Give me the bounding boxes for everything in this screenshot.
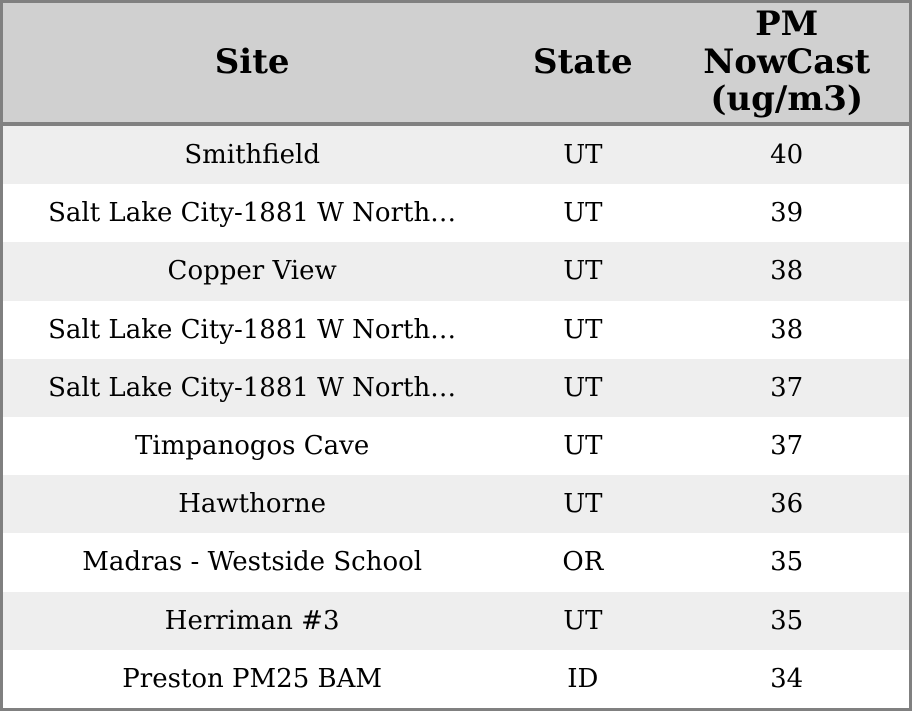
table-row[interactable]: Herriman #3 UT 35 [3, 591, 909, 650]
table-row[interactable]: Salt Lake City-1881 W North… UT 37 [3, 358, 909, 417]
table-row[interactable]: Hawthorne UT 36 [3, 475, 909, 534]
state-cell: UT [563, 140, 603, 171]
column-header-state-label: State [533, 41, 633, 82]
site-cell: Copper View [167, 256, 337, 287]
state-cell: UT [563, 489, 603, 520]
state-cell: ID [567, 663, 599, 694]
column-header-state[interactable]: State [501, 3, 665, 126]
site-cell: Salt Lake City-1881 W North… [48, 372, 457, 403]
site-cell: Madras - Westside School [82, 547, 423, 578]
table-row[interactable]: Timpanogos Cave UT 37 [3, 416, 909, 476]
site-cell: Herriman #3 [164, 605, 340, 636]
pm-nowcast-cell: 40 [770, 140, 804, 171]
pm-nowcast-cell: 35 [770, 605, 804, 636]
state-cell: UT [563, 198, 603, 229]
pm-nowcast-cell: 37 [770, 372, 804, 403]
state-cell: UT [563, 605, 603, 636]
site-cell: Timpanogos Cave [135, 431, 370, 462]
table-row[interactable]: Salt Lake City-1881 W North… UT 38 [3, 300, 909, 359]
pm-nowcast-cell: 36 [770, 489, 804, 520]
site-cell: Salt Lake City-1881 W North… [48, 314, 457, 345]
table-row[interactable]: Copper View UT 38 [3, 242, 909, 301]
pm-nowcast-cell: 38 [770, 256, 804, 287]
pm-nowcast-cell: 35 [770, 547, 804, 578]
state-cell: UT [563, 314, 603, 345]
header-row: Site State PM NowCast (ug/m3) [3, 3, 909, 126]
column-header-pm-nowcast-label: PM NowCast (ug/m3) [703, 4, 871, 120]
table-row[interactable]: Salt Lake City-1881 W North… UT 39 [3, 184, 909, 243]
state-cell: UT [563, 256, 603, 287]
site-cell: Salt Lake City-1881 W North… [48, 198, 457, 229]
pm-nowcast-cell: 37 [770, 431, 804, 462]
site-cell: Hawthorne [178, 489, 327, 520]
pm-nowcast-cell: 39 [770, 198, 804, 229]
table-row[interactable]: Preston PM25 BAM ID 34 [3, 649, 909, 708]
site-cell: Preston PM25 BAM [122, 663, 383, 694]
state-cell: UT [563, 372, 603, 403]
pm-nowcast-table: Site State PM NowCast (ug/m3) Smithfield… [3, 3, 909, 708]
state-cell: OR [562, 547, 604, 578]
site-cell: Smithfield [184, 140, 320, 171]
pm-nowcast-cell: 38 [770, 314, 804, 345]
table-row[interactable]: Madras - Westside School OR 35 [3, 533, 909, 592]
column-header-site-label: Site [214, 41, 290, 82]
pm-nowcast-cell: 34 [770, 663, 804, 694]
table-row[interactable]: Smithfield UT 40 [3, 124, 909, 185]
state-cell: UT [563, 431, 603, 462]
column-header-pm-nowcast[interactable]: PM NowCast (ug/m3) [664, 3, 909, 126]
column-header-site[interactable]: Site [3, 3, 502, 126]
